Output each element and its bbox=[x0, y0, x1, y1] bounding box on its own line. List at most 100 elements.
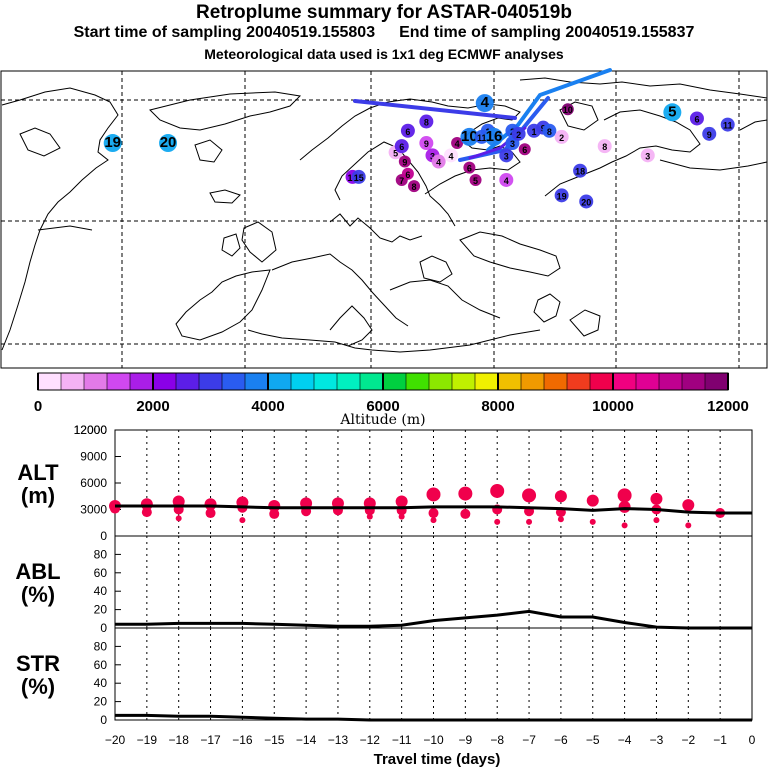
panel-ylabel-unit: (%) bbox=[21, 674, 55, 699]
cluster-label: 5 bbox=[668, 103, 676, 120]
cluster-marker bbox=[579, 194, 594, 209]
colorbar-tick-label-5: 10000 bbox=[592, 398, 634, 415]
x-tick-label: −13 bbox=[328, 733, 349, 747]
cluster-label: 2 bbox=[516, 130, 521, 140]
coastline-16 bbox=[533, 293, 561, 323]
map-panel: 1920141576856689934446541101116423298136… bbox=[0, 68, 768, 369]
altitude-dot bbox=[682, 499, 695, 512]
cluster-3: 15 bbox=[351, 169, 366, 184]
colorbar-swatch-28 bbox=[682, 373, 706, 390]
cluster-marker bbox=[554, 188, 569, 203]
colorbar-swatch-16 bbox=[406, 373, 430, 390]
y-tick-label-top: 12000 bbox=[74, 423, 108, 437]
y-tick-label: 3000 bbox=[80, 503, 107, 517]
cluster-label: 16 bbox=[486, 128, 503, 145]
cluster-31: 3 bbox=[499, 148, 514, 163]
colorbar-tick-label-1: 2000 bbox=[136, 398, 169, 415]
plume-track-0 bbox=[353, 99, 517, 120]
cluster-29: 8 bbox=[542, 123, 557, 138]
colorbar-tick-label-3: 6000 bbox=[366, 398, 399, 415]
cluster-marker bbox=[394, 139, 409, 154]
cluster-5: 6 bbox=[401, 167, 414, 180]
cluster-37: 20 bbox=[579, 194, 594, 209]
cluster-42: 9 bbox=[702, 126, 717, 141]
time-series-panels: 03000600090001200012000ALT(m)020406080AB… bbox=[15, 423, 755, 768]
altitude-dot bbox=[653, 517, 660, 524]
cluster-10: 8 bbox=[419, 114, 434, 129]
cluster-marker bbox=[720, 117, 735, 132]
x-tick-label: −14 bbox=[296, 733, 317, 747]
panel-ylabel-name: ALT bbox=[17, 460, 59, 485]
cluster-marker bbox=[485, 127, 503, 146]
cluster-17: 6 bbox=[463, 161, 476, 174]
cluster-label: 4 bbox=[448, 151, 453, 161]
x-tick-label: −20 bbox=[105, 733, 126, 747]
cluster-label: 4 bbox=[504, 176, 509, 186]
colorbar-swatch-0 bbox=[38, 373, 62, 390]
altitude-dot bbox=[526, 518, 533, 525]
plume-track-2 bbox=[486, 68, 612, 152]
cluster-label: 6 bbox=[694, 114, 699, 124]
y-tick-label: 60 bbox=[94, 658, 108, 672]
cluster-marker bbox=[554, 129, 569, 144]
cluster-marker bbox=[526, 123, 541, 138]
colorbar-swatch-18 bbox=[452, 373, 476, 390]
altitude-dot bbox=[586, 494, 599, 507]
panel-ylabel-name: ABL bbox=[15, 559, 60, 584]
altitude-dot bbox=[426, 487, 441, 502]
cluster-marker bbox=[518, 143, 531, 156]
cluster-32: 6 bbox=[518, 143, 531, 156]
altitude-dot bbox=[269, 508, 280, 519]
coastline-13 bbox=[389, 279, 501, 319]
panel-ylabel-unit: (m) bbox=[21, 483, 55, 508]
cluster-6: 8 bbox=[408, 180, 421, 193]
figure-title: Retroplume summary for ASTAR-040519b bbox=[196, 2, 572, 23]
colorbar-swatch-19 bbox=[475, 373, 499, 390]
cluster-marker bbox=[408, 180, 421, 193]
cluster-marker bbox=[702, 126, 717, 141]
cluster-label: 11 bbox=[723, 121, 733, 131]
colorbar-axis-label: Altitude (m) bbox=[339, 412, 425, 428]
cluster-label: 8 bbox=[547, 127, 552, 137]
colorbar-swatch-27 bbox=[659, 373, 683, 390]
cluster-15: 4 bbox=[431, 154, 446, 169]
y-tick-label: 40 bbox=[94, 584, 108, 598]
cluster-0: 19 bbox=[103, 134, 122, 153]
colorbar-swatch-6 bbox=[176, 373, 200, 390]
colorbar-swatch-11 bbox=[291, 373, 315, 390]
cluster-marker bbox=[499, 148, 514, 163]
panel-ylabel-name: STR bbox=[16, 651, 60, 676]
cluster-marker bbox=[474, 129, 489, 144]
cluster-16: 4 bbox=[443, 148, 458, 163]
colorbar-swatch-2 bbox=[84, 373, 108, 390]
cluster-9: 6 bbox=[400, 123, 415, 138]
panel-abl: 0 20 40 60 80 ABL(%) bbox=[15, 535, 753, 635]
altitude-dot bbox=[398, 513, 405, 520]
cluster-label: 20 bbox=[160, 134, 177, 151]
cluster-marker bbox=[640, 148, 655, 163]
cluster-marker bbox=[451, 137, 464, 150]
cluster-marker bbox=[573, 163, 588, 178]
cluster-30: 1 bbox=[526, 123, 541, 138]
coastline-10 bbox=[175, 269, 271, 341]
x-tick-label: −19 bbox=[137, 733, 158, 747]
cluster-marker bbox=[400, 123, 415, 138]
cluster-33: 2 bbox=[554, 129, 569, 144]
cluster-label: 9 bbox=[707, 130, 712, 140]
altitude-colorbar: 0 2000 4000 6000 8000 10000 12000 Altitude (m) bbox=[34, 372, 749, 428]
cluster-marker bbox=[401, 167, 414, 180]
start-time: Start time of sampling 20040519.155803 bbox=[73, 24, 376, 41]
colorbar-swatch-1 bbox=[61, 373, 85, 390]
colorbar-swatch-25 bbox=[613, 373, 637, 390]
colorbar-swatch-17 bbox=[429, 373, 453, 390]
cluster-marker bbox=[431, 154, 446, 169]
cluster-label: 8 bbox=[424, 118, 429, 128]
coastline-5 bbox=[334, 141, 456, 227]
cluster-label: 4 bbox=[436, 158, 441, 168]
cluster-1: 20 bbox=[159, 134, 178, 153]
colorbar-swatch-24 bbox=[590, 373, 614, 390]
altitude-dot bbox=[685, 522, 692, 529]
altitude-dot bbox=[621, 522, 628, 529]
cluster-marker bbox=[351, 169, 366, 184]
y-tick-label: 0 bbox=[100, 621, 107, 635]
